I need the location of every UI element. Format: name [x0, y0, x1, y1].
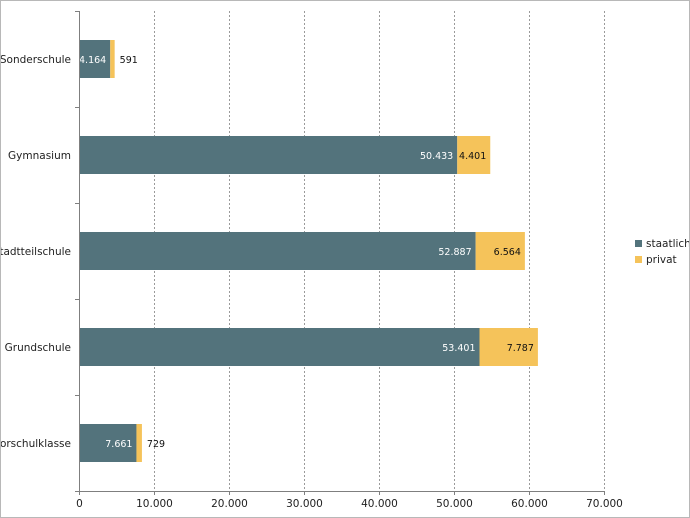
- bar-staatlich-2: [79, 232, 476, 270]
- category-label: Sonderschule: [1, 54, 71, 66]
- x-tick-label: 50.000: [436, 498, 473, 510]
- legend-label-privat: privat: [646, 254, 677, 266]
- data-label: 4.401: [459, 151, 486, 162]
- bar-privat-2: [475, 232, 525, 270]
- data-label: 6.564: [494, 247, 521, 258]
- bars: 4.164 591 50.433 4.401 52.887 6.564 53.401 7.78…: [79, 40, 538, 462]
- x-tick-label: 40.000: [361, 498, 398, 510]
- bar-privat-4: [136, 424, 142, 462]
- bar-privat-0: [110, 40, 115, 78]
- data-label: 50.433: [420, 151, 453, 162]
- legend: staatlich privat: [635, 238, 689, 266]
- legend-swatch-staatlich: [635, 240, 642, 247]
- data-label: 7.661: [105, 439, 132, 450]
- data-label: 4.164: [79, 55, 106, 66]
- data-label: 729: [147, 439, 165, 450]
- axes: 0 10.000 20.000 30.000 40.000 50.000 60.000 70.…: [1, 11, 623, 510]
- category-label: Stadtteilschule: [1, 246, 71, 258]
- category-label: Grundschule: [5, 342, 71, 354]
- category-label: Vorschulklasse: [1, 438, 71, 450]
- legend-label-staatlich: staatlich: [646, 238, 689, 250]
- data-label: 52.887: [438, 247, 471, 258]
- data-label: 591: [120, 55, 138, 66]
- x-tick-label: 60.000: [511, 498, 548, 510]
- data-label: 7.787: [507, 343, 534, 354]
- bar-staatlich-0: [79, 40, 111, 78]
- bar-staatlich-3: [79, 328, 480, 366]
- x-tick-label: 10.000: [136, 498, 173, 510]
- x-tick-label: 70.000: [586, 498, 623, 510]
- x-tick-label: 20.000: [211, 498, 248, 510]
- bar-privat-1: [457, 136, 491, 174]
- legend-swatch-privat: [635, 256, 642, 263]
- x-tick-label: 0: [76, 498, 83, 510]
- bar-staatlich-1: [79, 136, 458, 174]
- category-label: Gymnasium: [8, 150, 71, 162]
- bar-staatlich-4: [79, 424, 137, 462]
- data-label: 53.401: [442, 343, 475, 354]
- x-tick-label: 30.000: [286, 498, 323, 510]
- bar-privat-3: [479, 328, 538, 366]
